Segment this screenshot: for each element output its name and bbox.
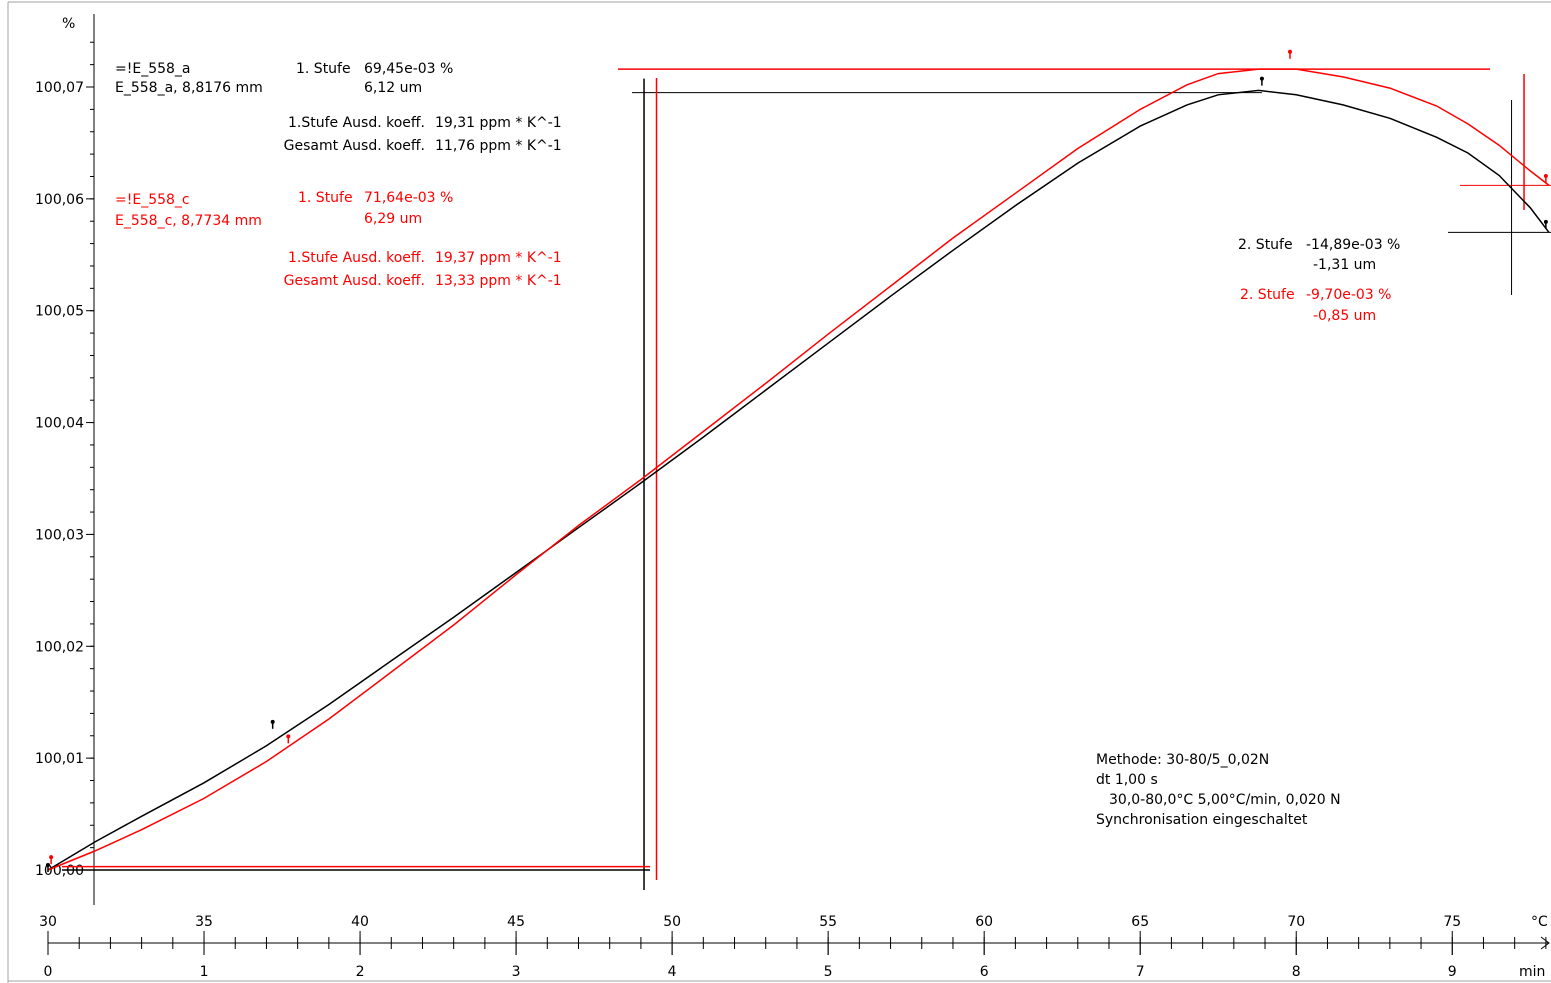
x-axis-temp-unit-label: °C <box>1531 914 1548 930</box>
annot-a-coeff1-label: 1.Stufe Ausd. koeff. <box>288 115 425 131</box>
marker-black_mid-dot <box>270 719 275 724</box>
annot-c-step1-um: 6,29 um <box>364 211 422 227</box>
axes-layer: % °C min 100,00100,01100,02100,03100,041… <box>35 14 1550 980</box>
y-axis-unit-label: % <box>62 16 75 32</box>
x-axis-arrow <box>1540 936 1550 950</box>
y-tick-label: 100,02 <box>35 639 84 655</box>
time-tick-label: 8 <box>1292 964 1301 980</box>
time-tick-label: 3 <box>512 964 521 980</box>
marker-black_peak-dot <box>1259 76 1264 81</box>
time-tick-label: 2 <box>356 964 365 980</box>
marker-red_start-dot <box>49 855 54 860</box>
time-tick-label: 6 <box>980 964 989 980</box>
series-line-black <box>47 89 1550 871</box>
temp-tick-label: 65 <box>1131 914 1149 930</box>
annot-c-step1-label: 1. Stufe <box>298 190 353 206</box>
temp-tick-label: 40 <box>351 914 369 930</box>
annot-a-total-label: Gesamt Ausd. koeff. <box>284 138 425 154</box>
annot-c-coeff1-val: 19,37 ppm * K^-1 <box>435 250 562 266</box>
time-tick-label: 7 <box>1136 964 1145 980</box>
annot-a-step1-um: 6,12 um <box>364 80 422 96</box>
annotations-layer: =!E_558_a E_558_a, 8,8176 mm 1. Stufe 69… <box>115 61 1400 828</box>
marker-red_end-dot <box>1543 173 1548 178</box>
method-line-2: dt 1,00 s <box>1096 772 1158 788</box>
time-tick-label: 4 <box>668 964 677 980</box>
marker-red_peak-dot <box>1287 49 1292 54</box>
y-tick-label: 100,06 <box>35 192 84 208</box>
method-line-1: Methode: 30-80/5_0,02N <box>1096 752 1269 768</box>
annot-a-step1-label: 1. Stufe <box>296 61 351 77</box>
time-tick-label: 0 <box>44 964 53 980</box>
y-tick-label: 100,05 <box>35 304 84 320</box>
marker-black_start-dot <box>46 863 50 867</box>
annot-c-total-label: Gesamt Ausd. koeff. <box>284 273 425 289</box>
annot-a-step1-pct: 69,45e-03 % <box>364 61 453 77</box>
time-tick-label: 5 <box>824 964 833 980</box>
annot-c-total-val: 13,33 ppm * K^-1 <box>435 273 562 289</box>
temp-tick-label: 60 <box>975 914 993 930</box>
series-line-red <box>47 68 1550 871</box>
annot-a-total-val: 11,76 ppm * K^-1 <box>435 138 562 154</box>
annot-a-step2-pct: -14,89e-03 % <box>1306 237 1400 253</box>
annot-c-step2-um: -0,85 um <box>1313 308 1376 324</box>
x-axis-time-unit-label: min <box>1519 964 1545 980</box>
temp-tick-label: 70 <box>1287 914 1305 930</box>
annot-a-step2-um: -1,31 um <box>1313 257 1376 273</box>
y-tick-label: 100,07 <box>35 80 84 96</box>
annot-c-step1-pct: 71,64e-03 % <box>364 190 453 206</box>
time-tick-label: 1 <box>200 964 209 980</box>
annot-a-name: =!E_558_a <box>115 61 191 77</box>
temp-tick-label: 35 <box>195 914 213 930</box>
annot-c-name: =!E_558_c <box>115 192 190 208</box>
annot-c-step2-pct: -9,70e-03 % <box>1306 287 1391 303</box>
time-tick-label: 9 <box>1448 964 1457 980</box>
marker-black_end-dot <box>1543 219 1548 224</box>
y-tick-label: 100,04 <box>35 416 84 432</box>
annot-a-coeff1-val: 19,31 ppm * K^-1 <box>435 115 562 131</box>
temp-tick-label: 55 <box>819 914 837 930</box>
method-line-4: Synchronisation eingeschaltet <box>1096 812 1308 828</box>
temp-tick-label: 50 <box>663 914 681 930</box>
y-tick-label: 100,01 <box>35 751 84 767</box>
method-line-3: 30,0-80,0°C 5,00°C/min, 0,020 N <box>1109 792 1341 808</box>
temp-tick-label: 75 <box>1443 914 1461 930</box>
annot-a-step2-label: 2. Stufe <box>1238 237 1293 253</box>
temp-tick-label: 45 <box>507 914 525 930</box>
markers-layer <box>46 49 1548 872</box>
step-lines-layer <box>62 68 1551 890</box>
marker-red_mid-dot <box>286 734 291 739</box>
annot-a-sample: E_558_a, 8,8176 mm <box>115 80 263 96</box>
y-tick-label: 100,03 <box>35 527 84 543</box>
temp-tick-label: 30 <box>39 914 57 930</box>
series-layer <box>47 68 1550 871</box>
annot-c-sample: E_558_c, 8,7734 mm <box>115 213 262 229</box>
annot-c-coeff1-label: 1.Stufe Ausd. koeff. <box>288 250 425 266</box>
annot-c-step2-label: 2. Stufe <box>1240 287 1295 303</box>
